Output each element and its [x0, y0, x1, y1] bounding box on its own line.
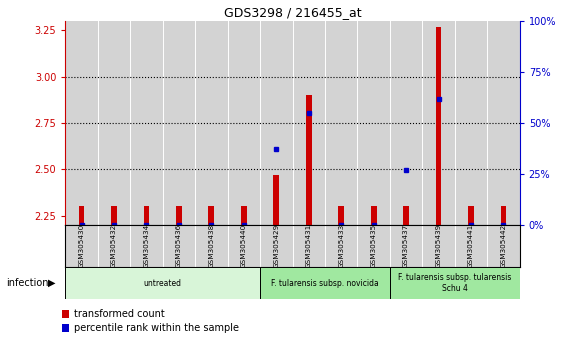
Text: untreated: untreated [144, 279, 182, 288]
Bar [78, 206, 85, 225]
Bar [468, 206, 474, 225]
Bar [111, 206, 117, 225]
Text: GSM305437: GSM305437 [403, 224, 409, 268]
Bar [487, 21, 520, 225]
Bar [403, 206, 409, 225]
Bar [195, 21, 228, 225]
Bar [273, 175, 279, 225]
Text: GSM305433: GSM305433 [338, 224, 344, 268]
Text: GSM305429: GSM305429 [273, 224, 279, 268]
Bar [293, 21, 325, 225]
Legend: transformed count, percentile rank within the sample: transformed count, percentile rank withi… [62, 309, 239, 333]
Bar [455, 21, 487, 225]
Text: GSM305432: GSM305432 [111, 224, 117, 268]
Title: GDS3298 / 216455_at: GDS3298 / 216455_at [224, 6, 361, 19]
Text: GSM305431: GSM305431 [306, 224, 312, 268]
Bar [176, 206, 182, 225]
Text: GSM305434: GSM305434 [144, 224, 149, 268]
Bar [228, 21, 260, 225]
Bar [208, 206, 214, 225]
Text: GSM305436: GSM305436 [176, 224, 182, 268]
Text: GSM305438: GSM305438 [208, 224, 214, 268]
Bar [500, 206, 507, 225]
Bar [371, 206, 377, 225]
Text: GSM305440: GSM305440 [241, 224, 247, 268]
Text: GSM305442: GSM305442 [500, 224, 507, 268]
Bar [162, 21, 195, 225]
Text: F. tularensis subsp. tularensis
Schu 4: F. tularensis subsp. tularensis Schu 4 [398, 274, 512, 293]
Bar [130, 21, 162, 225]
Bar [260, 21, 293, 225]
Bar [390, 267, 520, 299]
Bar [241, 206, 247, 225]
Bar [339, 206, 344, 225]
Bar [325, 21, 357, 225]
Text: ▶: ▶ [48, 278, 56, 288]
Bar [98, 21, 130, 225]
Text: GSM305441: GSM305441 [468, 224, 474, 268]
Text: GSM305439: GSM305439 [436, 224, 441, 268]
Bar [390, 21, 423, 225]
Bar [436, 27, 441, 225]
Bar [260, 267, 390, 299]
Bar [65, 21, 98, 225]
Text: GSM305435: GSM305435 [371, 224, 377, 268]
Text: infection: infection [6, 278, 48, 288]
Text: GSM305430: GSM305430 [78, 224, 85, 268]
Bar [65, 267, 260, 299]
Text: F. tularensis subsp. novicida: F. tularensis subsp. novicida [271, 279, 379, 288]
Bar [306, 95, 312, 225]
Bar [144, 206, 149, 225]
Bar [423, 21, 455, 225]
Bar [357, 21, 390, 225]
